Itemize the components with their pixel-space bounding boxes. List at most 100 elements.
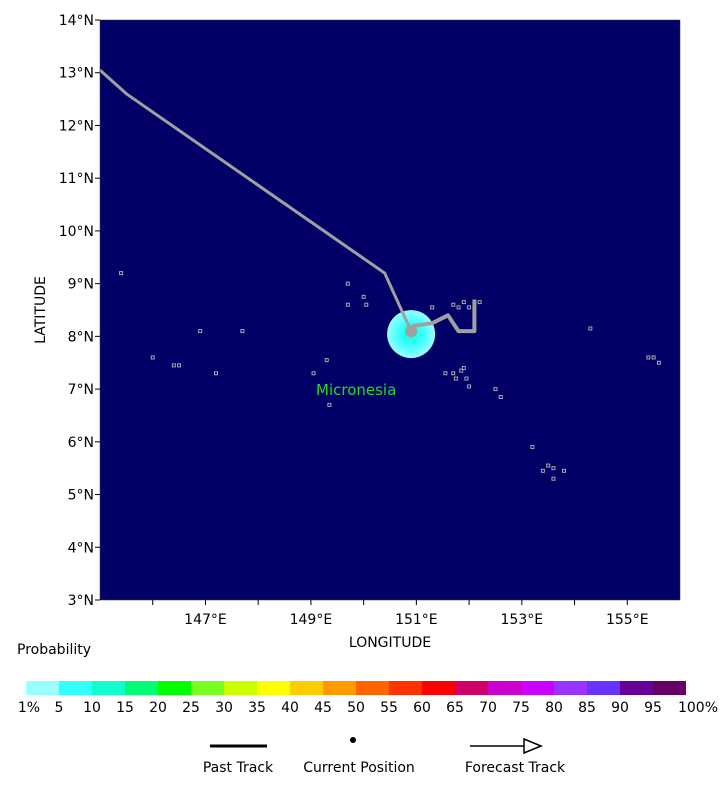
colorbar-labels: 1% 5 10 15 20 25 30 35 40 45 50 55 60 65 70 75 80 85 90 95 1… xyxy=(0,700,720,718)
island xyxy=(361,294,366,299)
lat-tick-label: 12°N xyxy=(59,118,94,134)
lat-tick-label: 14°N xyxy=(59,13,94,29)
forecast-track-label: Forecast Track xyxy=(464,760,566,776)
colorbar-label: 90 xyxy=(611,700,629,716)
island xyxy=(646,355,651,360)
colorbar-label: 60 xyxy=(413,700,431,716)
colorbar-swatch xyxy=(125,681,158,695)
island xyxy=(119,271,124,276)
colorbar-label: 40 xyxy=(281,700,299,716)
colorbar-swatch xyxy=(455,681,488,695)
colorbar-swatch xyxy=(92,681,125,695)
colorbar-swatch xyxy=(422,681,455,695)
island xyxy=(451,302,456,307)
colorbar-label: 10 xyxy=(83,700,101,716)
island xyxy=(477,300,482,305)
island xyxy=(551,466,556,471)
colorbar-label: 100% xyxy=(677,700,719,716)
current-position-symbol xyxy=(350,737,356,743)
colorbar-swatch xyxy=(521,681,554,695)
colorbar-label: 55 xyxy=(380,700,398,716)
past-track-label: Past Track xyxy=(202,760,274,776)
island xyxy=(562,468,566,473)
island xyxy=(540,468,545,473)
island xyxy=(327,402,332,407)
island xyxy=(467,384,472,389)
place-label-micronesia: Micronesia xyxy=(316,381,396,399)
colorbar-swatch xyxy=(323,681,356,695)
lat-tick-label: 6°N xyxy=(68,435,94,451)
island xyxy=(364,302,369,307)
island xyxy=(651,355,656,360)
colorbar-label: 45 xyxy=(314,700,332,716)
island xyxy=(198,329,203,334)
colorbar-label: 65 xyxy=(446,700,464,716)
track-layer xyxy=(98,68,477,338)
forecast-arrow-head xyxy=(523,737,543,755)
island xyxy=(551,476,556,481)
colorbar-label: 35 xyxy=(248,700,266,716)
island xyxy=(451,371,456,376)
colorbar-swatch xyxy=(191,681,224,695)
island xyxy=(656,360,661,365)
longitude-ticks: 147°E 149°E 151°E 153°E 155°E xyxy=(152,600,649,628)
current-position-label: Current Position xyxy=(303,760,415,776)
colorbar-swatch xyxy=(224,681,257,695)
colorbar-label: 5 xyxy=(54,700,64,716)
colorbar-label: 85 xyxy=(578,700,596,716)
past-track-line xyxy=(98,68,413,332)
lat-tick-label: 11°N xyxy=(59,171,94,187)
island xyxy=(588,326,593,331)
colorbar-swatch xyxy=(290,681,323,695)
ocean-background xyxy=(100,20,680,600)
lon-tick-label: 149°E xyxy=(290,612,333,628)
colorbar-label: 95 xyxy=(644,700,662,716)
island xyxy=(493,387,498,392)
colorbar-label: 1% xyxy=(17,700,41,716)
island-group xyxy=(119,271,661,481)
colorbar-label: 25 xyxy=(182,700,200,716)
colorbar-swatch xyxy=(488,681,521,695)
island xyxy=(430,305,435,310)
island xyxy=(467,305,472,310)
colorbar-swatch xyxy=(356,681,389,695)
colorbar-swatch xyxy=(26,681,59,695)
island xyxy=(345,281,350,286)
colorbar-label: 20 xyxy=(149,700,167,716)
colorbar-label: 70 xyxy=(479,700,497,716)
island xyxy=(240,329,245,334)
lat-tick-label: 3°N xyxy=(68,593,94,609)
lat-tick-label: 9°N xyxy=(68,277,94,293)
latitude-ticks: 14°N 13°N 12°N 11°N 10°N 9°N 8°N 7°N 6°N 5°N 4°N 3°… xyxy=(59,13,100,609)
lon-tick-label: 153°E xyxy=(501,612,544,628)
lon-tick-label: 147°E xyxy=(184,612,227,628)
colorbar-label: 30 xyxy=(215,700,233,716)
colorbar-swatch xyxy=(587,681,620,695)
island xyxy=(456,305,461,310)
lat-tick-label: 8°N xyxy=(68,329,94,345)
island xyxy=(171,363,176,368)
colorbar-swatch xyxy=(554,681,587,695)
colorbar-swatch xyxy=(620,681,653,695)
x-axis-title: LONGITUDE xyxy=(349,635,431,651)
island xyxy=(464,376,469,381)
lat-tick-label: 5°N xyxy=(68,488,94,504)
lat-tick-label: 13°N xyxy=(59,66,94,82)
island xyxy=(461,300,466,305)
island xyxy=(150,355,155,360)
lat-tick-label: 7°N xyxy=(68,382,94,398)
colorbar-swatch xyxy=(653,681,686,695)
island xyxy=(324,358,329,363)
colorbar-label: 75 xyxy=(512,700,530,716)
current-position-marker xyxy=(405,325,418,338)
island xyxy=(453,376,458,381)
y-axis-title: LATITUDE xyxy=(33,276,49,344)
colorbar-swatch xyxy=(389,681,422,695)
island xyxy=(214,371,218,376)
map-frame xyxy=(99,19,681,601)
colorbar-label: 50 xyxy=(347,700,365,716)
island xyxy=(311,371,316,376)
colorbar-swatch xyxy=(257,681,290,695)
lat-tick-label: 4°N xyxy=(68,540,94,556)
colorbar-label: 15 xyxy=(116,700,134,716)
